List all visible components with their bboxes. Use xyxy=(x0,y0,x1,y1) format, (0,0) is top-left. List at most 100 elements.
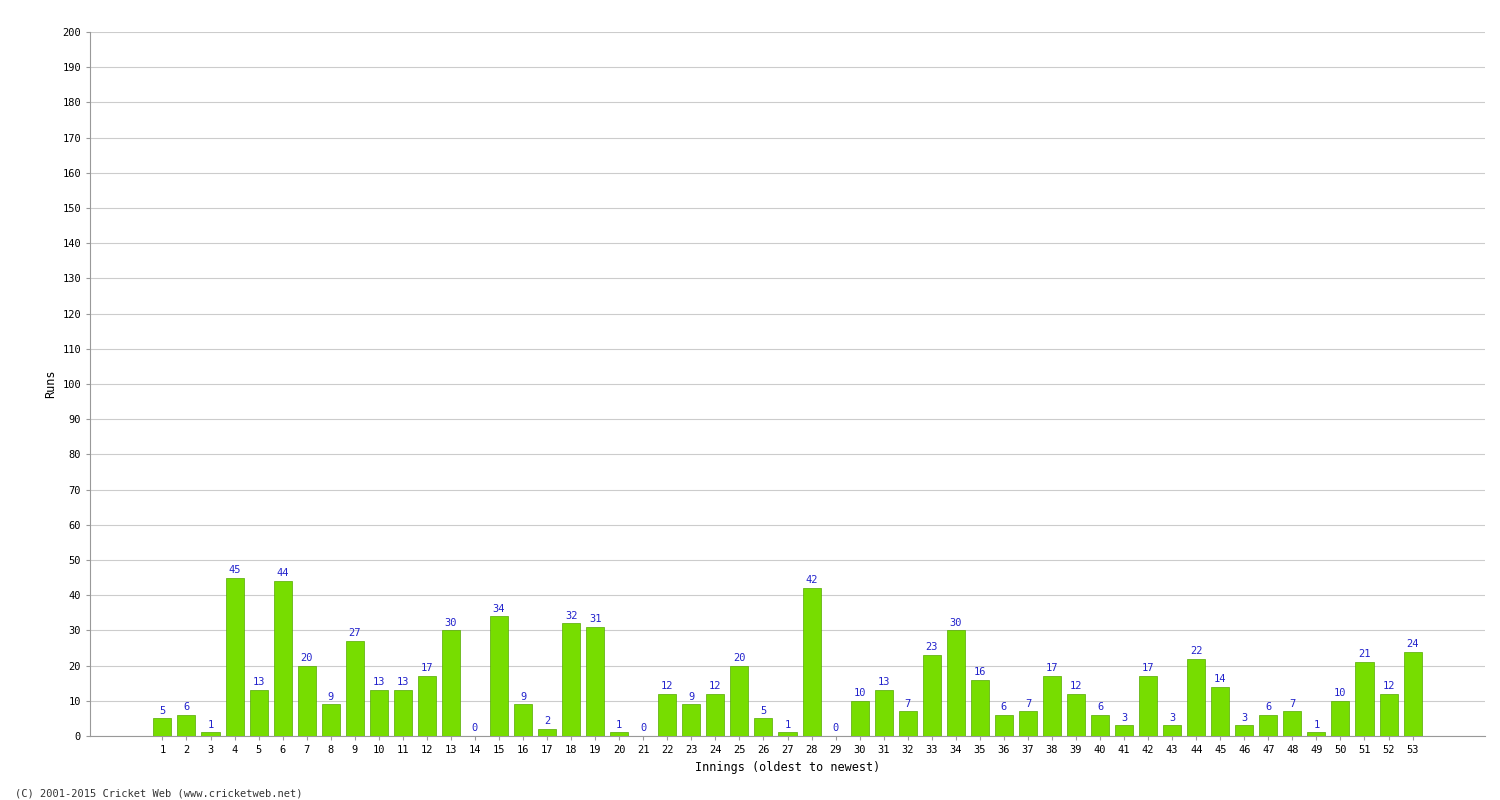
Bar xyxy=(514,704,532,736)
Bar xyxy=(922,655,940,736)
Text: 6: 6 xyxy=(183,702,189,712)
Bar xyxy=(1186,658,1204,736)
Bar xyxy=(394,690,412,736)
Text: 13: 13 xyxy=(372,678,386,687)
Text: 5: 5 xyxy=(760,706,766,715)
Text: 20: 20 xyxy=(734,653,746,662)
Bar xyxy=(490,616,508,736)
Bar xyxy=(1332,701,1350,736)
Text: 14: 14 xyxy=(1214,674,1227,684)
X-axis label: Innings (oldest to newest): Innings (oldest to newest) xyxy=(694,761,880,774)
Text: 13: 13 xyxy=(396,678,410,687)
Text: 30: 30 xyxy=(444,618,458,627)
Text: 20: 20 xyxy=(300,653,313,662)
Bar xyxy=(1210,686,1230,736)
Bar xyxy=(1090,715,1108,736)
Bar xyxy=(778,733,796,736)
Text: 12: 12 xyxy=(1383,681,1395,691)
Bar xyxy=(1042,676,1060,736)
Bar xyxy=(1114,726,1132,736)
Bar xyxy=(850,701,868,736)
Text: 1: 1 xyxy=(207,720,213,730)
Bar xyxy=(1066,694,1084,736)
Text: 17: 17 xyxy=(420,663,434,674)
Text: 5: 5 xyxy=(159,706,165,715)
Bar xyxy=(562,623,580,736)
Text: 27: 27 xyxy=(348,628,361,638)
Text: 10: 10 xyxy=(1334,688,1347,698)
Text: 12: 12 xyxy=(1070,681,1082,691)
Bar xyxy=(249,690,267,736)
Bar xyxy=(1284,711,1302,736)
Text: 10: 10 xyxy=(853,688,865,698)
Text: 9: 9 xyxy=(327,691,334,702)
Text: 12: 12 xyxy=(662,681,674,691)
Text: 3: 3 xyxy=(1168,713,1176,722)
Text: 9: 9 xyxy=(520,691,526,702)
Text: 3: 3 xyxy=(1120,713,1126,722)
Text: 0: 0 xyxy=(640,723,646,733)
Text: 3: 3 xyxy=(1240,713,1248,722)
Bar xyxy=(898,711,916,736)
Bar xyxy=(1260,715,1278,736)
Bar xyxy=(1356,662,1374,736)
Bar xyxy=(1138,676,1156,736)
Bar xyxy=(1380,694,1398,736)
Text: 1: 1 xyxy=(1314,720,1320,730)
Text: 9: 9 xyxy=(688,691,694,702)
Text: 7: 7 xyxy=(904,698,910,709)
Bar xyxy=(1308,733,1326,736)
Text: 34: 34 xyxy=(494,603,506,614)
Text: 7: 7 xyxy=(1288,698,1296,709)
Bar xyxy=(297,666,315,736)
Text: 23: 23 xyxy=(926,642,938,652)
Text: 6: 6 xyxy=(1096,702,1102,712)
Text: 13: 13 xyxy=(252,678,266,687)
Bar xyxy=(1162,726,1180,736)
Bar xyxy=(682,704,700,736)
Bar xyxy=(177,715,195,736)
Text: 32: 32 xyxy=(566,610,578,621)
Text: 24: 24 xyxy=(1407,638,1419,649)
Text: 17: 17 xyxy=(1046,663,1058,674)
Bar xyxy=(586,627,604,736)
Text: 7: 7 xyxy=(1024,698,1030,709)
Text: 6: 6 xyxy=(1264,702,1272,712)
Text: (C) 2001-2015 Cricket Web (www.cricketweb.net): (C) 2001-2015 Cricket Web (www.cricketwe… xyxy=(15,788,303,798)
Text: 1: 1 xyxy=(616,720,622,730)
Bar xyxy=(610,733,628,736)
Text: 13: 13 xyxy=(878,678,890,687)
Bar xyxy=(874,690,892,736)
Bar xyxy=(442,630,460,736)
Bar xyxy=(153,718,171,736)
Bar xyxy=(273,581,291,736)
Text: 21: 21 xyxy=(1358,650,1371,659)
Bar xyxy=(538,729,556,736)
Bar xyxy=(419,676,436,736)
Bar xyxy=(970,680,988,736)
Text: 44: 44 xyxy=(276,568,290,578)
Text: 0: 0 xyxy=(472,723,478,733)
Bar xyxy=(201,733,219,736)
Text: 22: 22 xyxy=(1190,646,1203,656)
Bar xyxy=(321,704,339,736)
Text: 42: 42 xyxy=(806,575,818,586)
Y-axis label: Runs: Runs xyxy=(44,370,57,398)
Text: 30: 30 xyxy=(950,618,962,627)
Bar xyxy=(730,666,748,736)
Text: 2: 2 xyxy=(544,716,550,726)
Text: 0: 0 xyxy=(833,723,839,733)
Bar xyxy=(994,715,1012,736)
Bar xyxy=(706,694,724,736)
Text: 16: 16 xyxy=(974,667,986,677)
Text: 31: 31 xyxy=(590,614,602,624)
Bar xyxy=(946,630,964,736)
Bar xyxy=(345,641,364,736)
Bar xyxy=(1404,651,1422,736)
Text: 1: 1 xyxy=(784,720,790,730)
Bar xyxy=(370,690,388,736)
Text: 12: 12 xyxy=(710,681,722,691)
Bar xyxy=(658,694,676,736)
Text: 17: 17 xyxy=(1142,663,1155,674)
Bar xyxy=(225,578,243,736)
